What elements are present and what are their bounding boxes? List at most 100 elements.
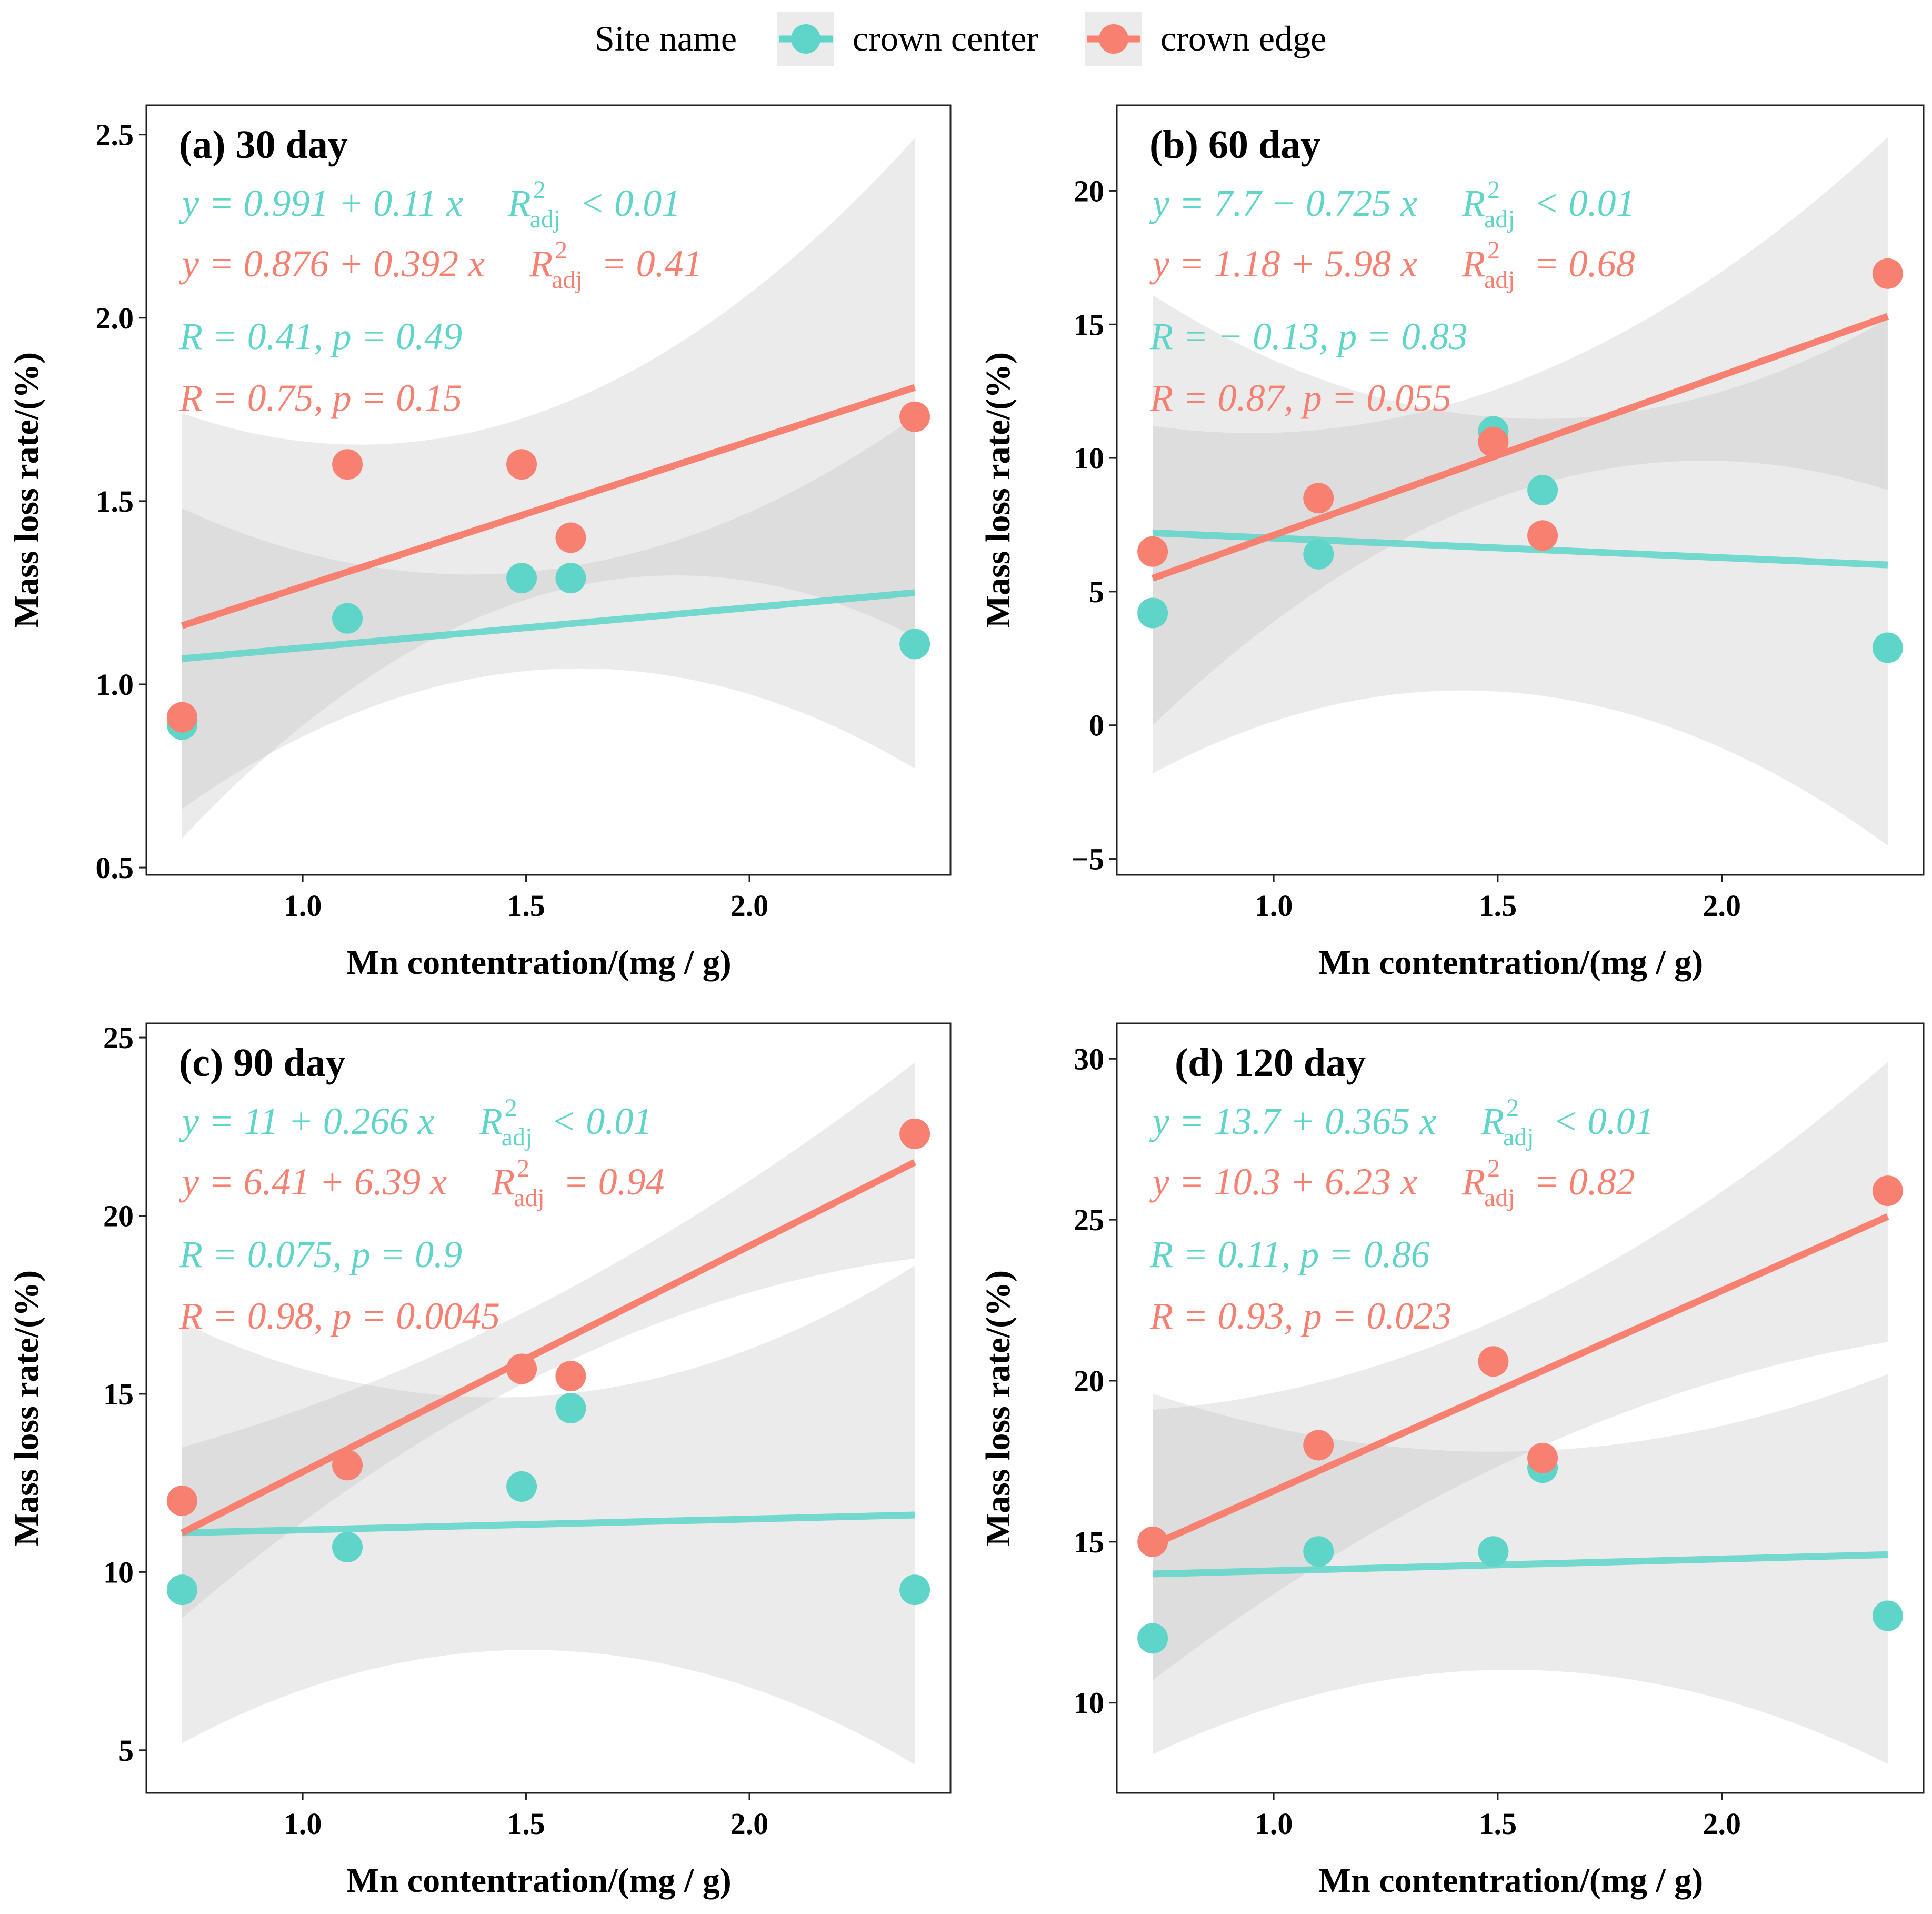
fit-line-center <box>1152 1551 1888 1578</box>
y-tick-label: 20 <box>1074 1364 1104 1398</box>
r2-value-center: < 0.01 <box>579 182 681 224</box>
y-tick-label: 1.0 <box>96 667 134 702</box>
plot-frame <box>1116 104 1925 876</box>
panel-4: 1.0 1.5 2.0 10 15 20 25 30 Mn contentration/(mg … <box>979 1022 1925 1900</box>
r2-superscript: 2 <box>1506 1094 1519 1122</box>
fit-line-center <box>182 589 915 662</box>
confidence-band-center <box>1153 295 1888 846</box>
y-tick-label: 0 <box>1089 709 1104 743</box>
confidence-band-edge <box>182 138 915 839</box>
correlation-label-center: R = 0.11, p = 0.86 <box>1149 1233 1430 1275</box>
x-tick-label: 1.0 <box>1255 889 1293 923</box>
y-axis-title: Mass loss rate/(%) <box>7 352 46 628</box>
y-tick-label: 30 <box>1074 1042 1104 1076</box>
r2-label-center: R <box>507 182 531 224</box>
y-tick-label: 15 <box>103 1377 134 1411</box>
r2-value-center: < 0.01 <box>1534 182 1635 224</box>
data-point-edge <box>1137 1526 1168 1557</box>
r2-subscript: adj <box>1484 266 1515 294</box>
fit-line-edge <box>181 384 916 629</box>
correlation-label-center: R = 0.075, p = 0.9 <box>179 1233 462 1275</box>
confidence-band-edge <box>182 1062 915 1619</box>
r2-superscript: 2 <box>1487 176 1500 204</box>
panel-title: (a) 30 day <box>179 123 348 167</box>
correlation-label-edge: R = 0.75, p = 0.15 <box>179 377 462 419</box>
data-point-edge <box>555 1361 586 1392</box>
panel-title: (b) 60 day <box>1149 123 1320 167</box>
data-point-edge <box>506 449 537 480</box>
correlation-label-edge: R = 0.98, p = 0.0045 <box>179 1295 500 1337</box>
y-tick-label: −5 <box>1072 842 1104 876</box>
y-tick-label: 5 <box>118 1733 134 1768</box>
plot-frame <box>1116 1022 1925 1794</box>
x-tick-label: 1.5 <box>507 889 545 923</box>
data-point-edge <box>166 1485 197 1516</box>
correlation-label-edge: R = 0.93, p = 0.023 <box>1149 1295 1451 1337</box>
data-point-edge <box>1478 426 1509 457</box>
fit-line-edge <box>1151 1213 1889 1548</box>
y-tick-label: 10 <box>1074 1686 1104 1720</box>
regression-equation-center: y = 13.7 + 0.365 x <box>1149 1100 1436 1142</box>
r2-label-edge: R <box>1461 1161 1485 1203</box>
fit-line-edge <box>180 1159 917 1536</box>
y-axis-title: Mass loss rate/(%) <box>979 1270 1017 1546</box>
regression-equation-center: y = 7.7 − 0.725 x <box>1149 182 1417 224</box>
data-point-center <box>332 1531 363 1562</box>
legend-title: Site name <box>595 18 737 58</box>
data-point-edge <box>1478 1346 1509 1377</box>
regression-equation-edge: y = 1.18 + 5.98 x <box>1149 243 1417 285</box>
data-point-center <box>1527 475 1558 505</box>
y-axis-title: Mass loss rate/(%) <box>979 352 1017 628</box>
r2-superscript: 2 <box>533 176 546 204</box>
data-point-center <box>1303 539 1334 570</box>
r2-label-center: R <box>479 1100 503 1142</box>
x-tick-label: 1.0 <box>284 889 322 923</box>
regression-equation-edge: y = 10.3 + 6.23 x <box>1149 1161 1417 1203</box>
legend-label-center: crown center <box>853 18 1038 58</box>
r2-subscript: adj <box>1503 1123 1534 1151</box>
r2-label-edge: R <box>491 1161 515 1203</box>
y-tick-label: 1.5 <box>96 484 134 519</box>
data-point-edge <box>1303 1430 1334 1461</box>
r2-value-center: < 0.01 <box>1553 1100 1654 1142</box>
y-tick-label: 10 <box>1074 441 1104 475</box>
r2-value-edge: = 0.68 <box>1534 243 1635 285</box>
r2-subscript: adj <box>1484 205 1515 233</box>
r2-value-edge: = 0.82 <box>1534 1161 1635 1203</box>
y-tick-label: 2.5 <box>96 118 134 152</box>
x-axis-title: Mn contentration/(mg / g) <box>346 943 731 982</box>
r2-value-edge: = 0.94 <box>563 1161 665 1203</box>
data-point-edge <box>1303 483 1334 514</box>
r2-subscript: adj <box>514 1184 545 1212</box>
panel-1: 1.0 1.5 2.0 0.5 1.0 1.5 2.0 2.5 Mn contentration… <box>7 104 952 982</box>
r2-subscript: adj <box>552 266 583 294</box>
data-point-center <box>506 1471 537 1502</box>
data-point-edge <box>1527 1442 1558 1473</box>
r2-superscript: 2 <box>517 1154 529 1182</box>
r2-value-center: < 0.01 <box>551 1100 653 1142</box>
data-point-center <box>166 1574 197 1606</box>
y-tick-label: 5 <box>1089 575 1104 609</box>
y-tick-label: 20 <box>103 1199 134 1233</box>
panel-3: 1.0 1.5 2.0 5 10 15 20 25 Mn contentration/(mg /… <box>7 1021 952 1900</box>
regression-equation-center: y = 0.991 + 0.11 x <box>178 182 463 224</box>
r2-superscript: 2 <box>1487 1154 1500 1182</box>
correlation-label-edge: R = 0.87, p = 0.055 <box>1149 377 1451 419</box>
data-point-center <box>506 563 537 594</box>
data-point-center <box>899 1574 930 1606</box>
data-point-center <box>1303 1536 1334 1567</box>
x-tick-label: 2.0 <box>1703 1807 1741 1841</box>
regression-equation-center: y = 11 + 0.266 x <box>178 1100 435 1142</box>
legend-marker-center <box>791 24 820 54</box>
data-point-edge <box>166 702 197 733</box>
x-tick-label: 2.0 <box>730 1807 769 1841</box>
x-tick-label: 2.0 <box>730 889 769 923</box>
r2-superscript: 2 <box>505 1094 517 1122</box>
plot-frame <box>145 104 952 876</box>
x-tick-label: 1.5 <box>1479 889 1517 923</box>
fit-line-center <box>182 1511 915 1537</box>
data-point-edge <box>1137 536 1168 567</box>
data-point-edge <box>506 1353 537 1384</box>
panel-2: 1.0 1.5 2.0 −5 0 5 10 15 20 Mn contentration/(mg … <box>979 104 1925 982</box>
r2-superscript: 2 <box>1487 236 1500 264</box>
